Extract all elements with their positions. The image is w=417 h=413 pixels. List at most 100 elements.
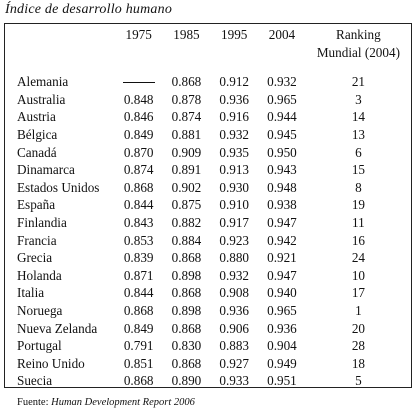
value-1995-cell: 0.908 xyxy=(219,285,250,301)
value-1985-cell: 0.868 xyxy=(171,320,202,336)
ranking-cell: 5 xyxy=(355,373,362,389)
value-2004-cell: 0.943 xyxy=(267,162,297,178)
ranking-cell: 1 xyxy=(355,302,362,318)
value-1995-cell: 0.936 xyxy=(219,302,250,318)
country-cell: Francia xyxy=(17,232,57,248)
ranking-cell: 3 xyxy=(355,91,362,107)
value-1985-cell: 0.868 xyxy=(171,355,202,371)
table-row: Francia 0.853 0.884 0.923 0.942 16 xyxy=(17,232,411,250)
country-cell: Suecia xyxy=(17,373,53,389)
value-1975-cell: 0.868 xyxy=(123,179,154,195)
table-row: Nueva Zelanda 0.849 0.868 0.906 0.936 20 xyxy=(17,320,411,338)
value-1985-cell: 0.902 xyxy=(171,179,202,195)
value-2004-cell: 0.932 xyxy=(267,74,297,90)
value-1975-cell: 0.851 xyxy=(123,355,154,371)
header-ranking-line1: Ranking xyxy=(336,27,381,42)
country-cell: Canadá xyxy=(17,144,57,160)
country-cell: España xyxy=(17,197,56,213)
value-1995-cell: 0.912 xyxy=(219,74,250,90)
source-title: Human Development Report 2006 xyxy=(51,397,195,408)
table-row: Austria 0.846 0.874 0.916 0.944 14 xyxy=(17,108,411,126)
value-1995-cell: 0.910 xyxy=(219,197,250,213)
value-2004-cell: 0.949 xyxy=(267,355,297,371)
table-row: Bélgica 0.849 0.881 0.932 0.945 13 xyxy=(17,126,411,144)
value-1985-cell: 0.909 xyxy=(171,144,202,160)
value-2004-cell: 0.950 xyxy=(267,144,297,160)
ranking-cell: 6 xyxy=(355,144,362,160)
ranking-cell: 17 xyxy=(351,285,365,301)
country-cell: Alemania xyxy=(17,74,69,90)
country-cell: Bélgica xyxy=(17,126,58,142)
country-cell: Australia xyxy=(17,91,66,107)
table-row: Estados Unidos 0.868 0.902 0.930 0.948 8 xyxy=(17,179,411,197)
country-cell: Portugal xyxy=(17,338,62,354)
table-row: Dinamarca 0.874 0.891 0.913 0.943 15 xyxy=(17,161,411,179)
table-row: Alemania 0.868 0.912 0.932 21 xyxy=(17,73,411,91)
value-1985-cell: 0.898 xyxy=(171,267,202,283)
value-1995-cell: 0.932 xyxy=(219,267,250,283)
value-1975-cell: 0.844 xyxy=(123,197,154,213)
table-row: Australia 0.848 0.878 0.936 0.965 3 xyxy=(17,91,411,109)
value-1985-cell: 0.868 xyxy=(171,74,202,90)
value-2004-cell: 0.944 xyxy=(267,109,297,125)
value-1995-cell: 0.906 xyxy=(219,320,250,336)
value-1995-cell: 0.936 xyxy=(219,91,250,107)
value-1985-cell: 0.881 xyxy=(171,126,202,142)
value-1995-cell: 0.883 xyxy=(219,338,250,354)
value-1985-cell: 0.890 xyxy=(171,373,202,389)
value-2004-cell: 0.936 xyxy=(267,320,297,336)
ranking-cell: 18 xyxy=(351,355,365,371)
table-row: Grecia 0.839 0.868 0.880 0.921 24 xyxy=(17,249,411,267)
data-table-frame: 1975 1985 1995 2004 Ranking Mundial (200… xyxy=(4,23,412,388)
header-ranking-line2: Mundial (2004) xyxy=(316,44,400,60)
header-ranking: Ranking Mundial (2004) xyxy=(306,26,411,73)
table-row: Italia 0.844 0.868 0.908 0.940 17 xyxy=(17,284,411,302)
value-1975-cell: 0.874 xyxy=(123,162,154,178)
value-1995-cell: 0.913 xyxy=(219,162,250,178)
value-1995-cell: 0.916 xyxy=(219,109,250,125)
country-cell: Nueva Zelanda xyxy=(17,320,98,336)
value-1995-cell: 0.930 xyxy=(219,179,250,195)
value-1985-cell: 0.874 xyxy=(171,109,202,125)
country-cell: Reino Unido xyxy=(17,355,85,371)
ranking-cell: 14 xyxy=(351,109,365,125)
ranking-cell: 24 xyxy=(351,250,365,266)
table-title: Índice de desarrollo humano xyxy=(5,2,173,17)
value-2004-cell: 0.940 xyxy=(267,285,297,301)
value-1975-cell: 0.839 xyxy=(123,250,154,266)
value-2004-cell: 0.921 xyxy=(267,250,297,266)
value-2004-cell: 0.947 xyxy=(267,214,297,230)
value-1975-cell: 0.843 xyxy=(123,214,154,230)
value-1985-cell: 0.884 xyxy=(171,232,202,248)
value-2004-cell: 0.951 xyxy=(267,373,297,389)
value-2004-cell: 0.938 xyxy=(267,197,297,213)
header-row: 1975 1985 1995 2004 Ranking Mundial (200… xyxy=(17,26,411,73)
value-1975-cell: 0.844 xyxy=(123,285,154,301)
value-1995-cell: 0.923 xyxy=(219,232,250,248)
header-1985: 1985 xyxy=(173,27,200,42)
value-1975-cell: 0.849 xyxy=(123,126,154,142)
table-row: Holanda 0.871 0.898 0.932 0.947 10 xyxy=(17,267,411,285)
value-2004-cell: 0.948 xyxy=(267,179,297,195)
ranking-cell: 15 xyxy=(351,162,365,178)
value-1995-cell: 0.917 xyxy=(219,214,250,230)
value-1985-cell: 0.878 xyxy=(171,91,202,107)
hdi-table: 1975 1985 1995 2004 Ranking Mundial (200… xyxy=(17,26,411,390)
source-prefix: Fuente: xyxy=(17,397,49,408)
value-1975-cell: 0.848 xyxy=(123,91,154,107)
ranking-cell: 16 xyxy=(351,232,365,248)
table-row: Suecia 0.868 0.890 0.933 0.951 5 xyxy=(17,372,411,390)
table-row: España 0.844 0.875 0.910 0.938 19 xyxy=(17,196,411,214)
header-2004: 2004 xyxy=(268,27,296,42)
value-1975-cell: 0.868 xyxy=(123,373,154,389)
value-1975-cell: 0.853 xyxy=(123,232,154,248)
value-1985-cell: 0.875 xyxy=(171,197,202,213)
ranking-cell: 10 xyxy=(351,267,365,283)
value-1975-cell: 0.849 xyxy=(123,320,154,336)
value-2004-cell: 0.965 xyxy=(267,302,297,318)
country-cell: Finlandia xyxy=(17,214,67,230)
header-1975: 1975 xyxy=(125,27,152,42)
value-1975-cell: 0.870 xyxy=(123,144,154,160)
country-cell: Dinamarca xyxy=(17,162,75,178)
ranking-cell: 28 xyxy=(351,338,365,354)
